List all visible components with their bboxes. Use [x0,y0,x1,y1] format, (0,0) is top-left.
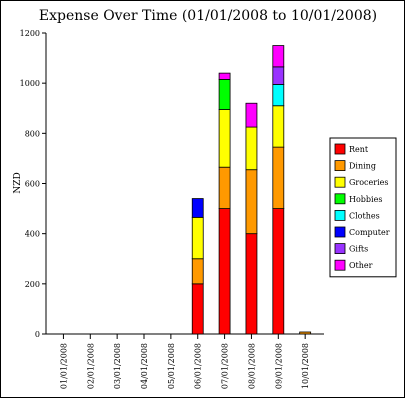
x-tick-label: 08/01/2008 [247,343,256,389]
legend-label: Clothes [349,211,380,220]
bar-segment-rent [272,208,285,335]
bar-segment-other [245,102,258,128]
y-tick-label: 1200 [20,29,40,38]
bar-segment-dining [218,166,231,209]
axes: 0 200 400 600 800 1000 1200 01/01/2008 02/01/200… [20,29,324,389]
legend-box [329,137,397,278]
bar-segment-hobbies [218,79,231,110]
bars [191,45,312,335]
legend-label: Hobbies [349,195,382,204]
legend-swatch [334,160,346,172]
x-tick-label: 03/01/2008 [113,343,122,389]
legend-swatch [334,193,346,205]
legend-swatch [334,259,346,271]
bar-segment-groceries [272,105,285,148]
legend: Rent Dining Groceries Hobbies Clothes Compute… [329,137,397,278]
x-tick-label: 06/01/2008 [194,343,203,389]
bar-segment-dining [272,146,285,209]
y-tick-label: 200 [25,280,40,289]
bar-segment-clothes [272,84,285,107]
bar-segment-rent [218,208,231,335]
legend-label: Computer [349,228,390,237]
bar-segment-dining [245,169,258,235]
legend-swatch [334,209,346,221]
legend-label: Dining [349,162,376,171]
x-tick-label: 05/01/2008 [167,343,176,389]
bar-segment-gifts [272,66,285,85]
y-tick-label: 400 [25,230,40,239]
bar-segment-other [272,45,285,68]
legend-swatch [334,143,346,155]
bar-segment-computer [191,198,204,218]
legend-label: Groceries [349,178,388,187]
y-axis-label: NZD [13,172,23,193]
bar-segment-rent [191,283,204,335]
y-tick-label: 1000 [20,79,40,88]
legend-swatch [334,243,346,255]
y-tick-label: 800 [25,129,40,138]
bar-segment-dining [191,258,204,285]
legend-label: Other [349,261,373,270]
legend-label: Gifts [349,245,368,254]
legend-label: Rent [349,145,369,154]
legend-swatch [334,176,346,188]
bar-segment-groceries [218,109,231,168]
bar-segment-groceries [245,126,258,171]
chart-title: Expense Over Time (01/01/2008 to 10/01/2… [39,8,377,24]
bar-segment-other [218,72,231,80]
y-tick-label: 600 [25,180,40,189]
x-tick-label: 07/01/2008 [221,343,230,389]
bar-segment-dining [299,331,312,335]
x-tick-label: 09/01/2008 [274,343,283,389]
y-tick-label: 0 [35,330,40,339]
x-tick-label: 01/01/2008 [59,343,68,389]
legend-swatch [334,226,346,238]
bar-segment-rent [245,233,258,335]
bar-segment-groceries [191,216,204,260]
x-tick-label: 10/01/2008 [301,343,310,389]
x-tick-label: 04/01/2008 [140,343,149,389]
x-tick-label: 02/01/2008 [86,343,95,389]
